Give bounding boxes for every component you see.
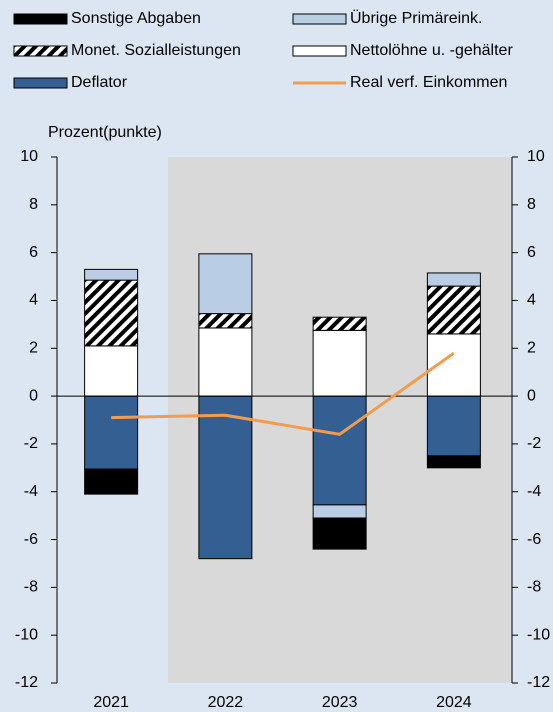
bar-segment: [84, 279, 139, 347]
y-tick-label: 2: [29, 339, 38, 356]
y-tick-label: -6: [24, 531, 38, 548]
legend-swatch: [13, 45, 68, 57]
bar-segment: [312, 395, 367, 506]
bar-segment: [312, 517, 367, 550]
legend-label: Übrige Primäreink.: [350, 9, 482, 27]
y-tick-label: 0: [29, 387, 38, 404]
bar-segment: [426, 285, 481, 335]
bar-segment: [426, 455, 481, 469]
legend-label: Deflator: [71, 74, 128, 91]
y2-tick-label: 2: [527, 339, 536, 356]
y2-tick-label: -4: [527, 483, 541, 500]
legend-label: Real verf. Einkommen: [350, 74, 507, 91]
y2-tick-label: 10: [527, 148, 545, 165]
legend-label: Sonstige Abgaben: [71, 10, 201, 27]
bar-segment: [426, 272, 481, 287]
legend-label: Monet. Sozialleistungen: [71, 42, 241, 59]
x-tick-label: 2021: [93, 694, 129, 711]
bar-segment: [84, 268, 139, 281]
line-series: [111, 351, 455, 436]
legend-swatch: [292, 45, 347, 57]
x-tick-label: 2022: [208, 694, 244, 711]
y-tick-label: 8: [29, 196, 38, 213]
bar-segment: [312, 316, 367, 331]
bar-segment: [84, 468, 139, 495]
y2-tick-label: -8: [527, 579, 541, 596]
y-tick-label: 4: [29, 292, 38, 309]
y-tick-label: 10: [20, 148, 38, 165]
legend-label: Nettolöhne u. -gehälter: [350, 42, 513, 59]
bar-segment: [198, 395, 253, 560]
bar-segment: [312, 329, 367, 397]
y2-tick-label: -6: [527, 531, 541, 548]
x-tick-label: 2023: [322, 694, 358, 711]
bar-segment: [312, 504, 367, 519]
y2-tick-label: 4: [527, 292, 536, 309]
bar-segment: [84, 395, 139, 470]
y2-tick-label: -2: [527, 435, 541, 452]
y-tick-label: -8: [24, 579, 38, 596]
legend-swatch: [292, 13, 347, 25]
y-tick-label: -10: [15, 626, 38, 643]
bar-segment: [84, 345, 139, 397]
y-tick-label: -12: [15, 674, 38, 691]
y2-tick-label: 8: [527, 196, 536, 213]
bar-segment: [198, 253, 253, 315]
y2-tick-label: -10: [527, 626, 550, 643]
y-tick-label: 6: [29, 244, 38, 261]
legend-swatch: [13, 13, 68, 25]
x-tick-label: 2024: [436, 694, 472, 711]
bar-segment: [426, 395, 481, 457]
bar-segment: [198, 327, 253, 397]
y2-tick-label: -12: [527, 674, 550, 691]
legend-swatch: [13, 77, 68, 89]
y-axis-label: Prozent(punkte): [48, 124, 162, 141]
bar-segment: [198, 313, 253, 329]
y-tick-label: -4: [24, 483, 38, 500]
y2-tick-label: 6: [527, 244, 536, 261]
y2-tick-label: 0: [527, 387, 536, 404]
y-tick-label: -2: [24, 435, 38, 452]
